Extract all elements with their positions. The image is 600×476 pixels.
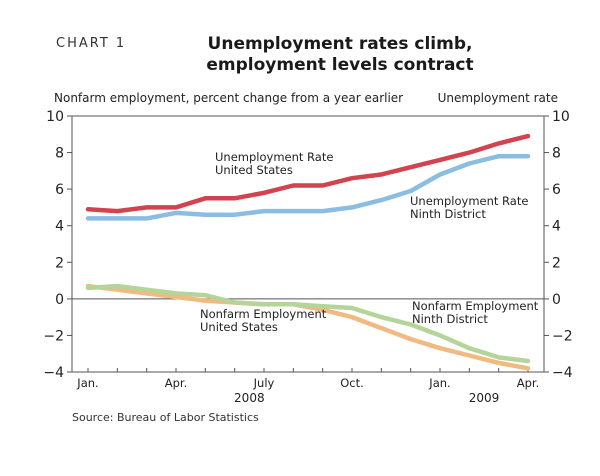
chart-number-label: CHART 1 [56,36,127,51]
x-tick-label: July [253,376,275,390]
right-y-tick-label: 0 [552,292,561,308]
right-y-tick-label: 10 [552,109,570,125]
x-tick-label: Apr. [165,376,188,390]
series-label: Unemployment Rate [410,194,528,208]
series-line-unemployment-rate-ninth-district [85,153,531,221]
right-y-tick-label: 6 [552,182,561,198]
left-y-tick-label: 0 [55,292,64,308]
plot-frame [71,115,545,373]
x-tick-label: Apr. [517,376,540,390]
series-label: Ninth District [410,207,486,221]
source-note: Source: Bureau of Labor Statistics [72,411,259,424]
series-label: Ninth District [412,312,488,326]
series-label: Nonfarm Employment [200,307,327,321]
series-label: Nonfarm Employment [412,299,539,313]
series-line-unemployment-rate-united-states [85,133,531,214]
series-label: Unemployment Rate [215,150,333,164]
left-y-tick-label: −2 [43,328,64,344]
x-tick-label: Jan. [76,376,98,390]
year-label: 2009 [469,391,500,405]
chart-title: Unemployment rates climb, employment lev… [150,34,530,76]
left-y-tick-label: 6 [55,182,64,198]
x-tick-label: Oct. [340,376,364,390]
right-y-tick-label: −4 [552,365,573,381]
right-y-tick-label: −2 [552,328,573,344]
left-y-tick-label: −4 [43,365,64,381]
x-tick-label: Jan. [428,376,450,390]
series-label: United States [215,163,293,177]
series-label: United States [200,320,278,334]
right-y-tick-label: 2 [552,255,561,271]
chart-title-line-2: employment levels contract [206,55,474,75]
left-y-tick-label: 4 [55,219,64,235]
left-axis-title: Nonfarm employment, percent change from … [54,91,404,105]
right-y-tick-label: 4 [552,219,561,235]
left-y-tick-label: 2 [55,255,64,271]
right-y-tick-label: 8 [552,146,561,162]
left-y-tick-label: 8 [55,146,64,162]
right-axis-title: Unemployment rate [437,91,558,105]
year-label: 2008 [234,391,265,405]
series-line-nonfarm-employment-ninth-district [85,283,531,364]
chart-title-line-1: Unemployment rates climb, [207,34,473,54]
left-y-tick-label: 10 [46,109,64,125]
